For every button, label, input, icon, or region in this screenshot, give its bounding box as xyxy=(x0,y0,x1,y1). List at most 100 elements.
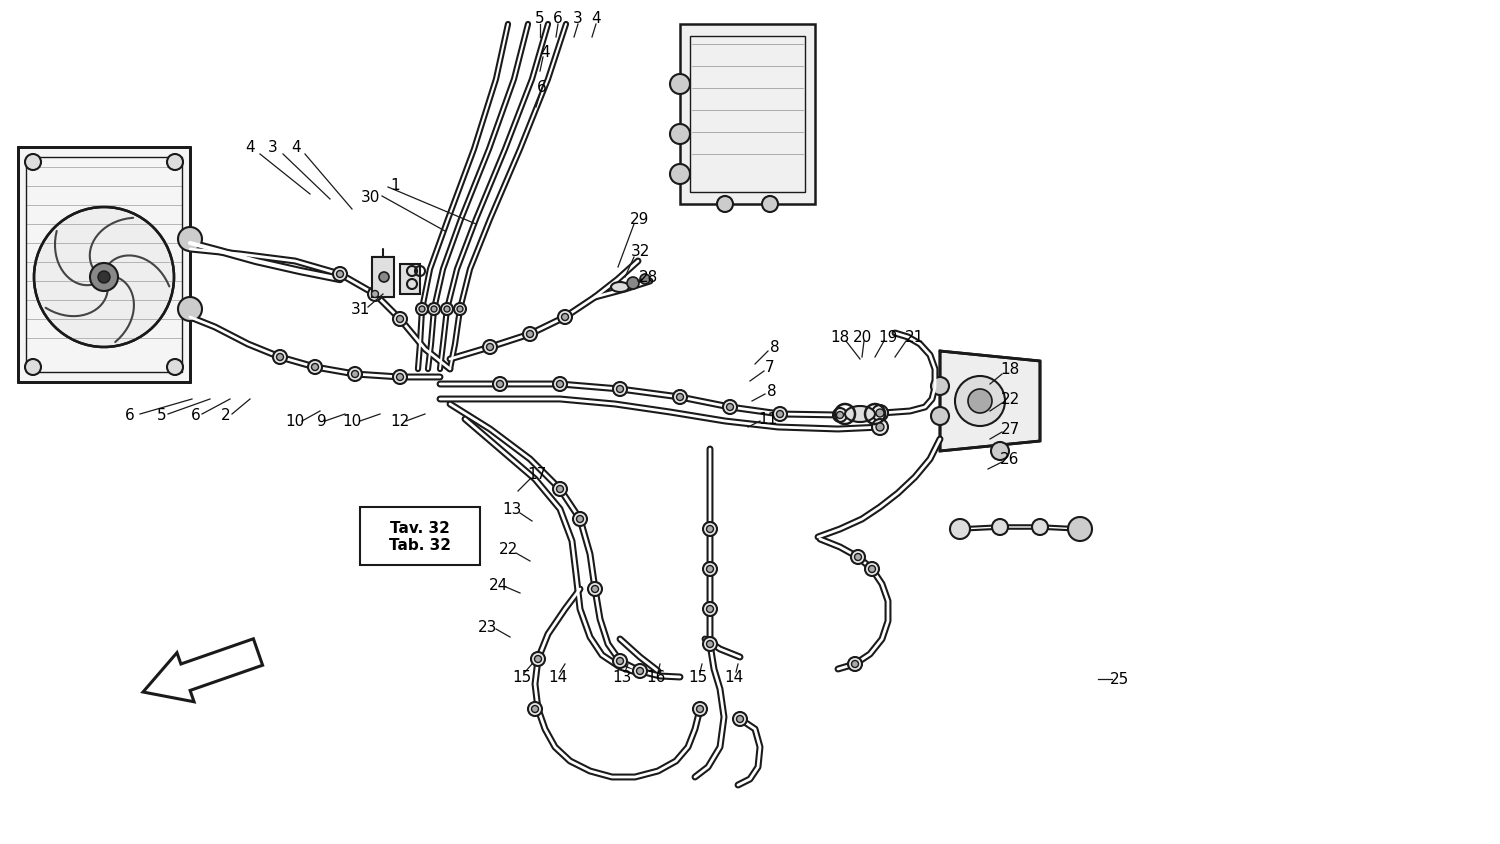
Circle shape xyxy=(696,706,703,712)
Circle shape xyxy=(166,154,183,170)
Text: 26: 26 xyxy=(1000,452,1020,467)
Text: 17: 17 xyxy=(528,467,546,482)
Circle shape xyxy=(968,390,992,414)
Circle shape xyxy=(178,298,203,322)
Circle shape xyxy=(558,311,572,325)
Circle shape xyxy=(561,314,568,321)
Text: 27: 27 xyxy=(1000,422,1020,437)
Circle shape xyxy=(833,408,848,423)
Circle shape xyxy=(932,408,950,425)
Circle shape xyxy=(772,408,788,421)
Text: 3: 3 xyxy=(268,140,278,155)
Circle shape xyxy=(441,304,453,316)
Circle shape xyxy=(633,664,646,679)
Circle shape xyxy=(855,554,861,560)
Circle shape xyxy=(717,197,734,213)
Circle shape xyxy=(693,702,706,717)
Circle shape xyxy=(670,125,690,145)
Circle shape xyxy=(26,154,40,170)
Text: 10: 10 xyxy=(285,414,304,429)
Circle shape xyxy=(372,291,378,298)
Text: 19: 19 xyxy=(879,330,897,345)
Circle shape xyxy=(556,486,564,493)
Circle shape xyxy=(640,274,650,284)
Circle shape xyxy=(573,512,586,527)
Circle shape xyxy=(458,306,464,312)
Circle shape xyxy=(526,331,534,338)
Bar xyxy=(372,257,394,298)
Circle shape xyxy=(273,350,286,365)
Text: 28: 28 xyxy=(639,270,657,285)
Text: 22: 22 xyxy=(1000,392,1020,407)
Circle shape xyxy=(486,344,494,351)
Circle shape xyxy=(348,368,361,381)
Circle shape xyxy=(396,316,404,323)
Circle shape xyxy=(992,442,1010,461)
Circle shape xyxy=(674,391,687,404)
Circle shape xyxy=(368,288,382,301)
Circle shape xyxy=(876,424,884,431)
Circle shape xyxy=(576,516,584,523)
Circle shape xyxy=(276,354,284,361)
Text: 4: 4 xyxy=(591,10,602,25)
Circle shape xyxy=(706,526,714,533)
Text: 14: 14 xyxy=(549,669,567,684)
Text: 23: 23 xyxy=(478,619,498,635)
Text: 13: 13 xyxy=(612,669,632,684)
Text: Tav. 32
Tab. 32: Tav. 32 Tab. 32 xyxy=(388,520,452,553)
Circle shape xyxy=(496,381,504,388)
Text: 15: 15 xyxy=(688,669,708,684)
Circle shape xyxy=(333,268,346,282)
Circle shape xyxy=(393,371,406,385)
Circle shape xyxy=(98,272,109,284)
Text: 8: 8 xyxy=(766,384,777,399)
Circle shape xyxy=(178,228,203,252)
Circle shape xyxy=(554,377,567,392)
Circle shape xyxy=(850,550,865,565)
Circle shape xyxy=(676,394,684,401)
Circle shape xyxy=(430,306,436,312)
Circle shape xyxy=(706,606,714,613)
Text: 3: 3 xyxy=(573,10,584,25)
Circle shape xyxy=(636,668,644,674)
Text: 8: 8 xyxy=(770,340,780,355)
Circle shape xyxy=(166,360,183,376)
Circle shape xyxy=(852,661,858,668)
Circle shape xyxy=(871,419,888,436)
Circle shape xyxy=(956,376,1005,426)
Circle shape xyxy=(847,657,862,671)
Circle shape xyxy=(556,381,564,388)
Circle shape xyxy=(950,519,970,539)
Text: 25: 25 xyxy=(1110,672,1130,687)
Bar xyxy=(18,148,190,382)
Text: 12: 12 xyxy=(390,414,410,429)
Text: 4: 4 xyxy=(244,140,255,155)
Text: 6: 6 xyxy=(537,80,548,95)
Circle shape xyxy=(308,360,322,375)
Text: 18: 18 xyxy=(1000,362,1020,377)
Circle shape xyxy=(670,75,690,95)
Circle shape xyxy=(723,401,736,414)
Text: 5: 5 xyxy=(536,10,544,25)
Circle shape xyxy=(396,374,404,381)
Circle shape xyxy=(616,386,624,393)
Circle shape xyxy=(483,341,496,354)
Bar xyxy=(690,37,806,192)
Circle shape xyxy=(706,641,714,647)
Polygon shape xyxy=(940,352,1040,452)
Circle shape xyxy=(380,273,388,283)
Text: 18: 18 xyxy=(831,330,849,345)
Text: 1: 1 xyxy=(390,177,400,192)
Text: 20: 20 xyxy=(852,330,871,345)
Circle shape xyxy=(444,306,450,312)
Circle shape xyxy=(26,360,40,376)
Text: 21: 21 xyxy=(904,330,924,345)
Circle shape xyxy=(427,304,439,316)
Circle shape xyxy=(531,652,544,666)
Circle shape xyxy=(90,263,118,292)
Circle shape xyxy=(494,377,507,392)
Text: 6: 6 xyxy=(554,10,562,25)
Bar xyxy=(400,265,420,295)
Circle shape xyxy=(726,404,734,411)
Circle shape xyxy=(868,565,876,573)
